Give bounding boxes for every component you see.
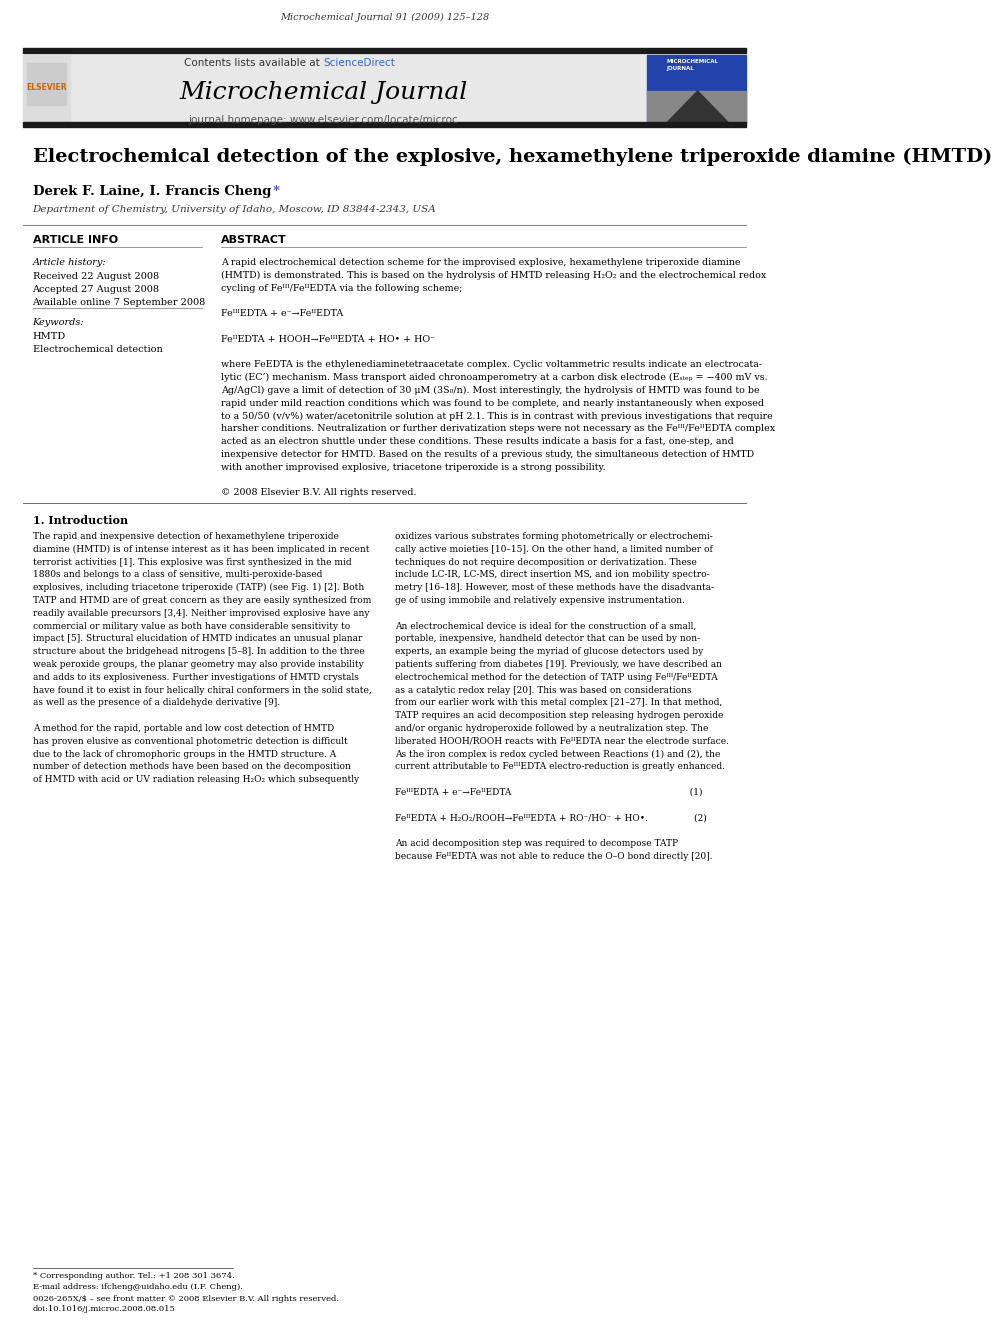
Bar	[27, 64, 65, 105]
Text: FeᴵᴵEDTA + HOOH→FeᴵᴵᴵEDTA + HO• + HO⁻: FeᴵᴵEDTA + HOOH→FeᴵᴵᴵEDTA + HO• + HO⁻	[221, 335, 435, 344]
Text: and adds to its explosiveness. Further investigations of HMTD crystals: and adds to its explosiveness. Further i…	[33, 673, 358, 681]
Text: doi:10.1016/j.microc.2008.08.015: doi:10.1016/j.microc.2008.08.015	[33, 1304, 176, 1312]
Text: FeᴵᴵᴵEDTA + e⁻→FeᴵᴵEDTA                                                         : FeᴵᴵᴵEDTA + e⁻→FeᴵᴵEDTA	[396, 789, 703, 796]
Bar	[43, 56, 648, 123]
Text: ABSTRACT: ABSTRACT	[221, 235, 287, 245]
Text: Derek F. Laine, I. Francis Cheng: Derek F. Laine, I. Francis Cheng	[33, 185, 276, 198]
Text: impact [5]. Structural elucidation of HMTD indicates an unusual planar: impact [5]. Structural elucidation of HM…	[33, 635, 362, 643]
Text: 1. Introduction: 1. Introduction	[33, 515, 128, 527]
Text: journal homepage: www.elsevier.com/locate/microc: journal homepage: www.elsevier.com/locat…	[188, 115, 458, 124]
Text: MICROCHEMICAL
JOURNAL: MICROCHEMICAL JOURNAL	[667, 60, 718, 70]
Text: An acid decomposition step was required to decompose TATP: An acid decomposition step was required …	[396, 839, 679, 848]
Text: * Corresponding author. Tel.: +1 208 301 3674.: * Corresponding author. Tel.: +1 208 301…	[33, 1271, 234, 1279]
Text: include LC-IR, LC-MS, direct insertion MS, and ion mobility spectro-: include LC-IR, LC-MS, direct insertion M…	[396, 570, 710, 579]
Text: Accepted 27 August 2008: Accepted 27 August 2008	[33, 284, 160, 294]
Text: due to the lack of chromophoric groups in the HMTD structure. A: due to the lack of chromophoric groups i…	[33, 750, 336, 758]
Text: structure about the bridgehead nitrogens [5–8]. In addition to the three: structure about the bridgehead nitrogens…	[33, 647, 364, 656]
Text: patients suffering from diabetes [19]. Previously, we have described an: patients suffering from diabetes [19]. P…	[396, 660, 722, 669]
Text: cycling of Feᴵᴵᴵ/FeᴵᴵEDTA via the following scheme;: cycling of Feᴵᴵᴵ/FeᴵᴵEDTA via the follow…	[221, 283, 462, 292]
Text: weak peroxide groups, the planar geometry may also provide instability: weak peroxide groups, the planar geometr…	[33, 660, 363, 669]
Text: metry [16–18]. However, most of these methods have the disadvanta-: metry [16–18]. However, most of these me…	[396, 583, 714, 593]
Text: terrorist activities [1]. This explosive was first synthesized in the mid: terrorist activities [1]. This explosive…	[33, 557, 351, 566]
Text: HMTD: HMTD	[33, 332, 65, 341]
Text: oxidizes various substrates forming photometrically or electrochemi-: oxidizes various substrates forming phot…	[396, 532, 713, 541]
Text: Microchemical Journal 91 (2009) 125–128: Microchemical Journal 91 (2009) 125–128	[280, 13, 489, 22]
Text: Article history:: Article history:	[33, 258, 106, 267]
Text: A rapid electrochemical detection scheme for the improvised explosive, hexamethy: A rapid electrochemical detection scheme…	[221, 258, 740, 267]
Text: Electrochemical detection: Electrochemical detection	[33, 345, 163, 355]
Text: with another improvised explosive, triacetone triperoxide is a strong possibilit: with another improvised explosive, triac…	[221, 463, 605, 472]
Text: as well as the presence of a dialdehyde derivative [9].: as well as the presence of a dialdehyde …	[33, 699, 280, 708]
Text: electrochemical method for the detection of TATP using Feᴵᴵᴵ/FeᴵᴵEDTA: electrochemical method for the detection…	[396, 673, 718, 681]
Bar	[23, 48, 746, 53]
Bar	[648, 56, 746, 123]
Text: Received 22 August 2008: Received 22 August 2008	[33, 273, 159, 280]
Text: where FeEDTA is the ethylenediaminetetraacetate complex. Cyclic voltammetric res: where FeEDTA is the ethylenediaminetetra…	[221, 360, 762, 369]
Text: and/or organic hydroperoxide followed by a neutralization step. The: and/or organic hydroperoxide followed by…	[396, 724, 708, 733]
Text: explosives, including triacetone triperoxide (TATP) (see Fig. 1) [2]. Both: explosives, including triacetone tripero…	[33, 583, 364, 593]
Text: 1880s and belongs to a class of sensitive, multi-peroxide-based: 1880s and belongs to a class of sensitiv…	[33, 570, 322, 579]
Text: As the iron complex is redox cycled between Reactions (1) and (2), the: As the iron complex is redox cycled betw…	[396, 750, 721, 758]
Text: lytic (EC’) mechanism. Mass transport aided chronoamperometry at a carbon disk e: lytic (EC’) mechanism. Mass transport ai…	[221, 373, 768, 382]
Text: of HMTD with acid or UV radiation releasing H₂O₂ which subsequently: of HMTD with acid or UV radiation releas…	[33, 775, 359, 785]
Text: from our earlier work with this metal complex [21–27]. In that method,: from our earlier work with this metal co…	[396, 699, 722, 708]
Text: The rapid and inexpensive detection of hexamethylene triperoxide: The rapid and inexpensive detection of h…	[33, 532, 338, 541]
Text: liberated HOOH/ROOH reacts with FeᴵᴵEDTA near the electrode surface.: liberated HOOH/ROOH reacts with FeᴵᴵEDTA…	[396, 737, 729, 746]
Text: readily available precursors [3,4]. Neither improvised explosive have any: readily available precursors [3,4]. Neit…	[33, 609, 369, 618]
Text: Keywords:: Keywords:	[33, 318, 84, 327]
Text: TATP requires an acid decomposition step releasing hydrogen peroxide: TATP requires an acid decomposition step…	[396, 712, 724, 720]
Text: rapid under mild reaction conditions which was found to be complete, and nearly : rapid under mild reaction conditions whi…	[221, 398, 764, 407]
Text: ELSEVIER: ELSEVIER	[26, 83, 66, 93]
Text: commercial or military value as both have considerable sensitivity to: commercial or military value as both hav…	[33, 622, 350, 631]
Text: inexpensive detector for HMTD. Based on the results of a previous study, the sim: inexpensive detector for HMTD. Based on …	[221, 450, 754, 459]
Text: A method for the rapid, portable and low cost detection of HMTD: A method for the rapid, portable and low…	[33, 724, 334, 733]
Text: Electrochemical detection of the explosive, hexamethylene triperoxide diamine (H: Electrochemical detection of the explosi…	[33, 148, 992, 167]
Text: Microchemical Journal: Microchemical Journal	[180, 81, 467, 105]
Text: Contents lists available at: Contents lists available at	[185, 58, 323, 67]
Text: have found it to exist in four helically chiral conformers in the solid state,: have found it to exist in four helically…	[33, 685, 371, 695]
Text: An electrochemical device is ideal for the construction of a small,: An electrochemical device is ideal for t…	[396, 622, 696, 631]
Text: current attributable to FeᴵᴵᴵEDTA electro-reduction is greatly enhanced.: current attributable to FeᴵᴵᴵEDTA electr…	[396, 762, 725, 771]
Text: Available online 7 September 2008: Available online 7 September 2008	[33, 298, 205, 307]
Text: has proven elusive as conventional photometric detection is difficult: has proven elusive as conventional photo…	[33, 737, 347, 746]
Text: ge of using immobile and relatively expensive instrumentation.: ge of using immobile and relatively expe…	[396, 595, 685, 605]
Text: because FeᴵᴵEDTA was not able to reduce the O–O bond directly [20].: because FeᴵᴵEDTA was not able to reduce …	[396, 852, 713, 861]
Text: E-mail address: ifcheng@uidaho.edu (I.F. Cheng).: E-mail address: ifcheng@uidaho.edu (I.F.…	[33, 1283, 242, 1291]
Text: (HMTD) is demonstrated. This is based on the hydrolysis of HMTD releasing H₂O₂ a: (HMTD) is demonstrated. This is based on…	[221, 271, 766, 280]
Text: FeᴵᴵEDTA + H₂O₂/ROOH→FeᴵᴵᴵEDTA + RO⁻/HO⁻ + HO•.                (2): FeᴵᴵEDTA + H₂O₂/ROOH→FeᴵᴵᴵEDTA + RO⁻/HO⁻…	[396, 814, 707, 823]
Text: TATP and HTMD are of great concern as they are easily synthesized from: TATP and HTMD are of great concern as th…	[33, 595, 371, 605]
Text: as a catalytic redox relay [20]. This was based on considerations: as a catalytic redox relay [20]. This wa…	[396, 685, 692, 695]
Text: FeᴵᴵᴵEDTA + e⁻→FeᴵᴵEDTA: FeᴵᴵᴵEDTA + e⁻→FeᴵᴵEDTA	[221, 310, 343, 319]
Text: 0026-265X/$ – see front matter © 2008 Elsevier B.V. All rights reserved.: 0026-265X/$ – see front matter © 2008 El…	[33, 1295, 338, 1303]
Text: diamine (HMTD) is of intense interest as it has been implicated in recent: diamine (HMTD) is of intense interest as…	[33, 545, 369, 554]
Text: techniques do not require decomposition or derivatization. These: techniques do not require decomposition …	[396, 557, 697, 566]
Bar	[23, 56, 69, 123]
Text: Ag/AgCl) gave a limit of detection of 30 μM (3S₀/n). Most interestingly, the hyd: Ag/AgCl) gave a limit of detection of 30…	[221, 386, 760, 396]
Text: ScienceDirect: ScienceDirect	[323, 58, 395, 67]
Text: number of detection methods have been based on the decomposition: number of detection methods have been ba…	[33, 762, 350, 771]
Bar	[23, 122, 746, 127]
Text: acted as an electron shuttle under these conditions. These results indicate a ba: acted as an electron shuttle under these…	[221, 437, 734, 446]
Bar	[648, 91, 746, 123]
Text: *: *	[273, 185, 280, 198]
Text: portable, inexpensive, handheld detector that can be used by non-: portable, inexpensive, handheld detector…	[396, 635, 700, 643]
Text: ARTICLE INFO: ARTICLE INFO	[33, 235, 118, 245]
Text: © 2008 Elsevier B.V. All rights reserved.: © 2008 Elsevier B.V. All rights reserved…	[221, 488, 417, 497]
Polygon shape	[667, 91, 729, 123]
Text: harsher conditions. Neutralization or further derivatization steps were not nece: harsher conditions. Neutralization or fu…	[221, 425, 775, 434]
Text: cally active moieties [10–15]. On the other hand, a limited number of: cally active moieties [10–15]. On the ot…	[396, 545, 713, 554]
Text: Department of Chemistry, University of Idaho, Moscow, ID 83844-2343, USA: Department of Chemistry, University of I…	[33, 205, 436, 214]
Text: experts, an example being the myriad of glucose detectors used by: experts, an example being the myriad of …	[396, 647, 703, 656]
Text: to a 50/50 (v/v%) water/acetonitrile solution at pH 2.1. This is in contrast wit: to a 50/50 (v/v%) water/acetonitrile sol…	[221, 411, 773, 421]
